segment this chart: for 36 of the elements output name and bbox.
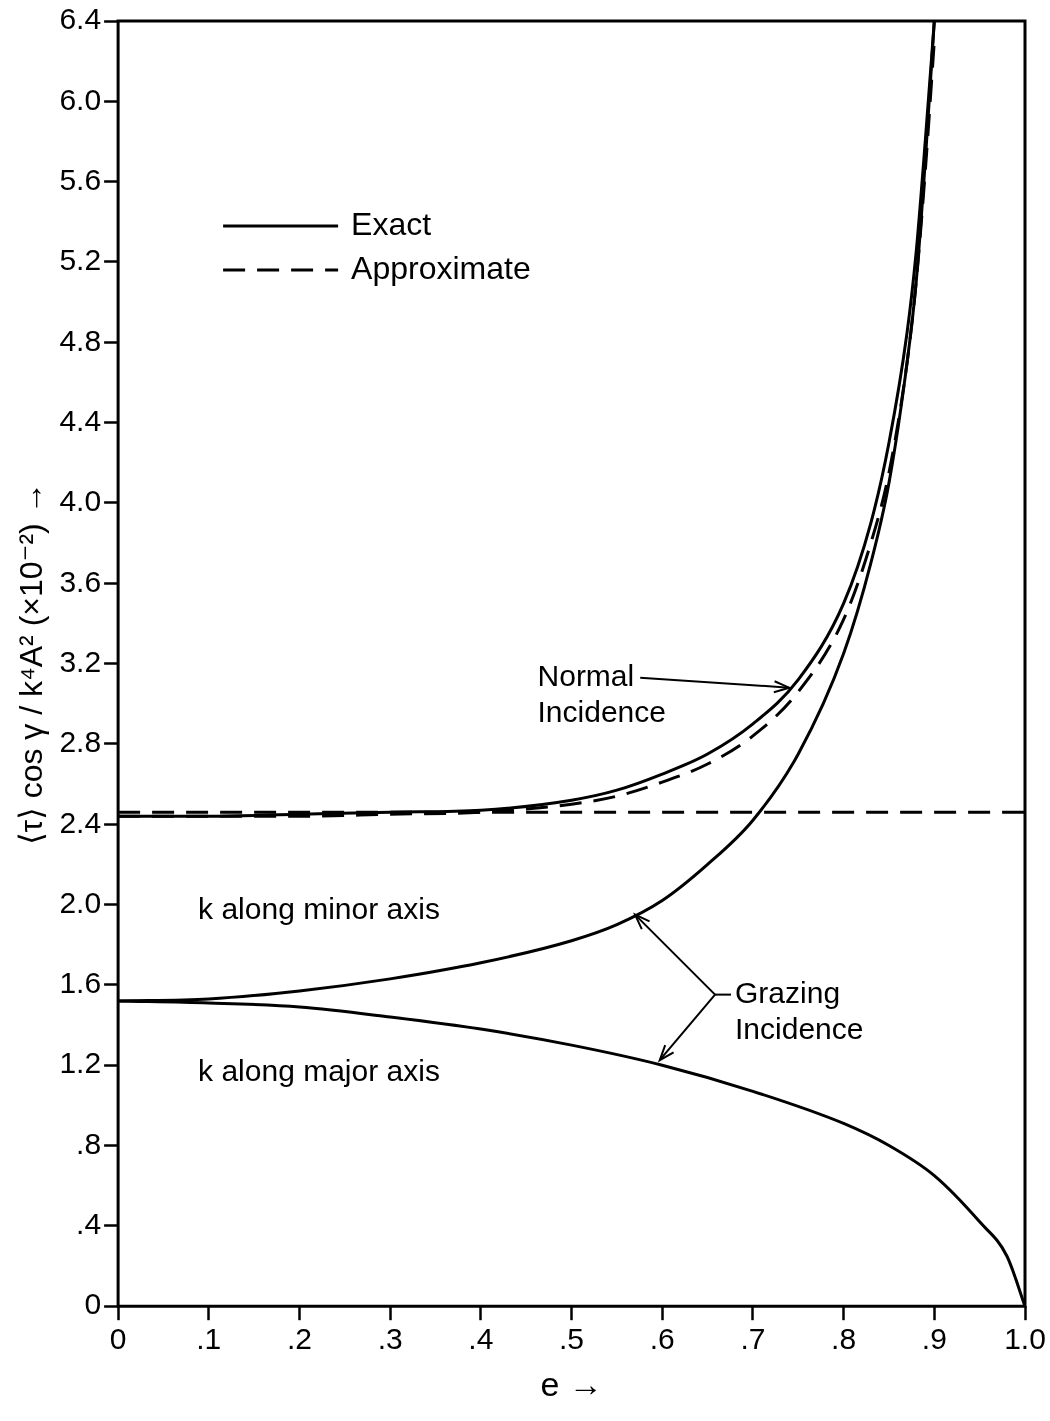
- y-tick-label: 1.6: [59, 966, 102, 1000]
- y-tick-label: 2.8: [59, 725, 102, 759]
- annotation: k along major axis: [198, 1053, 440, 1087]
- x-axis-title: e →: [540, 1364, 603, 1403]
- x-tick-label: .1: [196, 1322, 222, 1356]
- y-tick-label: .4: [76, 1207, 102, 1241]
- y-tick-label: 5.2: [59, 243, 102, 277]
- x-tick-label: .3: [377, 1322, 403, 1356]
- x-tick-label: 0: [109, 1322, 127, 1356]
- x-tick-label: .4: [468, 1322, 494, 1356]
- legend-label: Exact: [351, 205, 432, 242]
- y-axis-title: ⟨τ⟩ cos γ / k⁴A² (×10⁻²) →: [13, 482, 50, 845]
- annotation: Grazing Incidence: [735, 975, 864, 1045]
- y-tick-label: 2.0: [59, 885, 102, 919]
- y-tick-label: 6.4: [59, 2, 102, 36]
- x-tick-label: .9: [921, 1322, 947, 1356]
- x-tick-label: .2: [286, 1322, 312, 1356]
- y-tick-label: 4.4: [59, 403, 102, 437]
- y-tick-label: 0: [84, 1287, 102, 1321]
- annotation: Normal Incidence: [537, 658, 666, 728]
- y-tick-label: 4.8: [59, 323, 102, 357]
- y-tick-label: 5.6: [59, 162, 102, 196]
- y-tick-label: 3.6: [59, 564, 102, 598]
- y-tick-label: 2.4: [59, 805, 102, 839]
- x-tick-label: .7: [740, 1322, 766, 1356]
- x-tick-label: .6: [649, 1322, 675, 1356]
- y-tick-label: 6.0: [59, 82, 102, 116]
- x-tick-label: .5: [559, 1322, 585, 1356]
- y-tick-label: 3.2: [59, 644, 102, 678]
- y-tick-label: .8: [76, 1126, 102, 1160]
- annotation: k along minor axis: [198, 891, 440, 925]
- x-tick-label: .8: [831, 1322, 857, 1356]
- legend-label: Approximate: [351, 249, 531, 286]
- x-tick-label: 1.0: [1004, 1322, 1046, 1356]
- y-tick-label: 4.0: [59, 484, 102, 518]
- y-tick-label: 1.2: [59, 1046, 102, 1080]
